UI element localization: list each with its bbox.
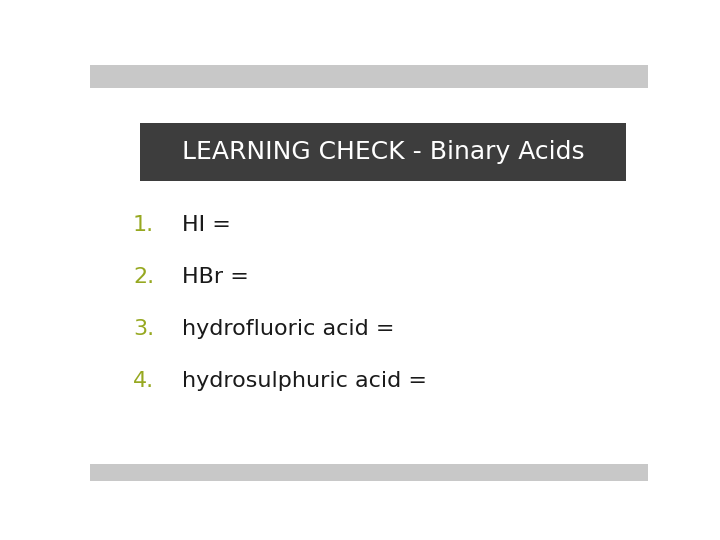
Text: hydrofluoric acid =: hydrofluoric acid = xyxy=(182,319,395,339)
Text: 1.: 1. xyxy=(133,215,154,235)
Text: HBr =: HBr = xyxy=(182,267,249,287)
Text: 2.: 2. xyxy=(133,267,154,287)
Text: HI =: HI = xyxy=(182,215,231,235)
Text: 3.: 3. xyxy=(133,319,154,339)
Text: 4.: 4. xyxy=(133,371,154,391)
Text: LEARNING CHECK - Binary Acids: LEARNING CHECK - Binary Acids xyxy=(181,140,584,164)
Text: hydrosulphuric acid =: hydrosulphuric acid = xyxy=(182,371,427,391)
Bar xyxy=(90,464,648,481)
Bar xyxy=(90,65,648,87)
Bar xyxy=(140,123,626,181)
